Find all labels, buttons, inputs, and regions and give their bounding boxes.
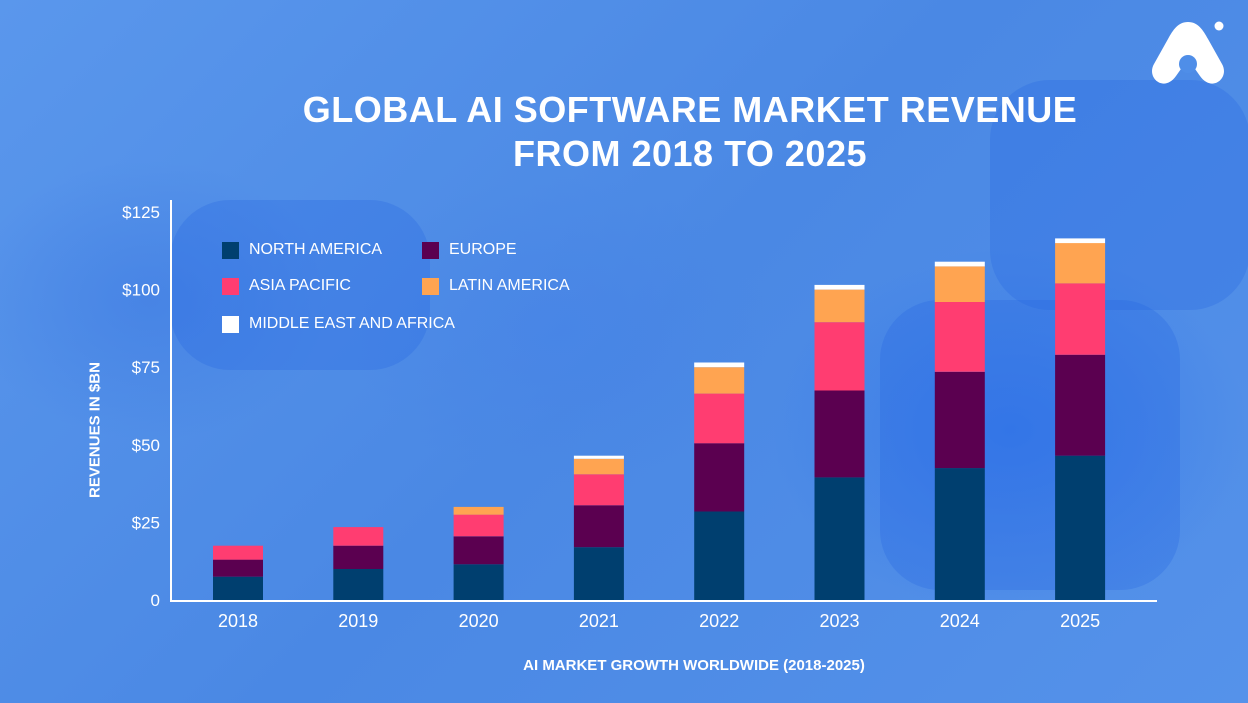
background-blob <box>170 200 430 370</box>
x-axis-label: AI MARKET GROWTH WORLDWIDE (2018-2025) <box>523 657 865 674</box>
bar-segment-2021-series-2 <box>573 474 624 506</box>
x-tick-label: 2024 <box>940 611 980 631</box>
legend-item: MIDDLE EAST AND AFRICA <box>222 315 455 333</box>
bar-segment-2019-series-0 <box>333 569 384 600</box>
bar-segment-2022-series-3 <box>694 367 745 394</box>
bar-segment-2023-series-1 <box>814 390 865 478</box>
bar-segment-2024-series-4 <box>934 261 985 267</box>
bar-segment-2021-series-0 <box>573 547 624 600</box>
bar-segment-2018-series-1 <box>213 559 263 577</box>
bar-segment-2020-series-0 <box>453 564 504 600</box>
x-tick-label: 2022 <box>699 611 739 631</box>
y-tick-label: $50 <box>132 436 160 455</box>
bar-segment-2022-series-4 <box>694 362 745 368</box>
bar-segment-2020-series-2 <box>453 514 504 537</box>
bar-segment-2022-series-0 <box>694 511 745 600</box>
legend-label: EUROPE <box>449 241 517 258</box>
x-tick-label: 2019 <box>338 611 378 631</box>
x-tick-label: 2020 <box>459 611 499 631</box>
bar-segment-2022-series-2 <box>694 393 745 444</box>
bar-segment-2020-series-3 <box>453 506 504 515</box>
legend-swatch <box>422 241 439 259</box>
legend-label: LATIN AMERICA <box>449 277 570 294</box>
bar-segment-2021-series-1 <box>573 505 624 548</box>
legend-swatch <box>222 315 239 333</box>
bar-segment-2024-series-0 <box>934 468 985 600</box>
bar-segment-2025-series-4 <box>1055 238 1106 244</box>
legend-item: NORTH AMERICA <box>222 241 382 259</box>
bar-segment-2024-series-1 <box>934 371 985 469</box>
y-tick-label: $100 <box>122 281 160 300</box>
y-tick-labels: 0 $25 $50 $75 $100 $125 <box>122 203 160 610</box>
bar-segment-2018-series-0 <box>213 576 263 600</box>
chart-title-line: GLOBAL AI SOFTWARE MARKET REVENUE <box>302 89 1078 130</box>
y-tick-label: 0 <box>151 591 160 610</box>
y-tick-label: $75 <box>132 358 160 377</box>
legend-item: ASIA PACIFIC <box>222 277 351 295</box>
bar-segment-2025-series-3 <box>1055 243 1106 284</box>
bar-segment-2023-series-4 <box>814 284 865 290</box>
y-tick-label: $25 <box>132 513 160 532</box>
legend-item: LATIN AMERICA <box>422 277 570 295</box>
bar-segment-2025-series-0 <box>1055 455 1106 600</box>
chart-title-line: FROM 2018 TO 2025 <box>513 133 867 174</box>
bar-segment-2023-series-3 <box>814 289 865 323</box>
legend-item: EUROPE <box>422 241 517 259</box>
y-tick-label: $125 <box>122 203 160 222</box>
bar-segment-2025-series-2 <box>1055 283 1106 355</box>
bar-segment-2023-series-0 <box>814 477 865 600</box>
bar-segment-2019-series-1 <box>333 545 384 569</box>
bar-segment-2018-series-2 <box>213 545 263 560</box>
x-tick-label: 2018 <box>218 611 258 631</box>
background-blob <box>880 300 1180 590</box>
chart-title: GLOBAL AI SOFTWARE MARKET REVENUE FROM 2… <box>200 88 1180 176</box>
legend-swatch <box>222 241 239 259</box>
bar-segment-2021-series-3 <box>573 458 624 475</box>
legend-label: NORTH AMERICA <box>249 241 383 258</box>
x-tick-label: 2023 <box>819 611 859 631</box>
bar-segment-2025-series-1 <box>1055 354 1106 456</box>
bar-segment-2023-series-2 <box>814 322 865 391</box>
legend-swatch <box>422 277 439 295</box>
y-axis-label: REVENUES IN $BN <box>86 362 104 498</box>
bars-layer <box>213 238 1106 600</box>
bar-segment-2019-series-2 <box>333 527 384 546</box>
x-tick-label: 2025 <box>1060 611 1100 631</box>
bar-segment-2020-series-1 <box>453 536 504 565</box>
bar-segment-2024-series-3 <box>934 266 985 302</box>
x-tick-labels: 2018 2019 2020 2021 2022 2023 2024 2025 <box>218 611 1100 631</box>
bar-segment-2021-series-4 <box>573 455 624 459</box>
legend-swatch <box>222 277 239 295</box>
brand-logo-icon <box>1152 21 1224 84</box>
chart-legend: NORTH AMERICA EUROPE ASIA PACIFIC LATIN AME… <box>222 238 642 348</box>
background-blob <box>990 80 1248 310</box>
legend-label: ASIA PACIFIC <box>249 277 351 294</box>
bar-segment-2024-series-2 <box>934 302 985 372</box>
bar-segment-2022-series-1 <box>694 443 745 512</box>
x-tick-label: 2021 <box>579 611 619 631</box>
legend-label: MIDDLE EAST AND AFRICA <box>249 315 455 332</box>
